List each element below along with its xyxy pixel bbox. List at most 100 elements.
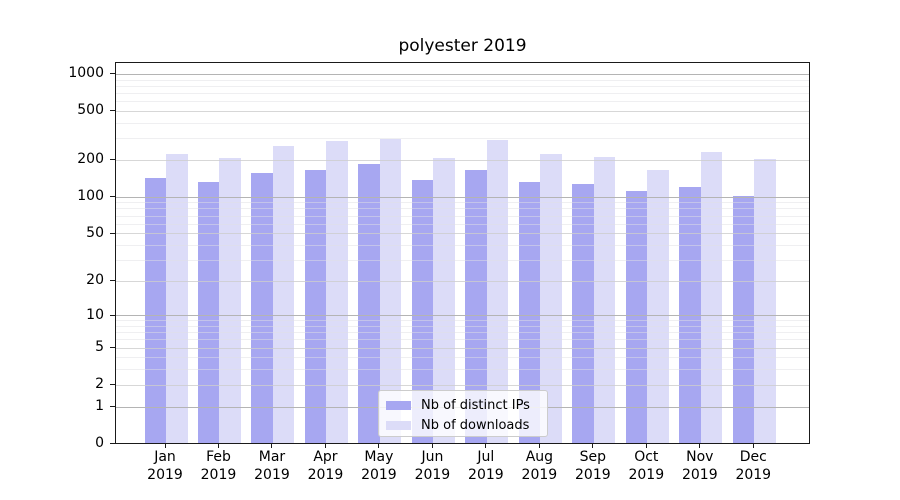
- bar-downloads-jun: [433, 158, 455, 443]
- gridline-90: [116, 202, 809, 204]
- y-tick-20: [110, 280, 115, 282]
- x-tick-nov: [699, 443, 701, 448]
- gridline-40: [116, 244, 809, 246]
- bar-distinct-ips-may: [358, 163, 380, 443]
- gridline-30: [116, 259, 809, 261]
- legend-swatch-downloads: [386, 421, 411, 430]
- y-tick-50: [110, 232, 115, 234]
- x-tick-month-oct: Oct: [634, 449, 659, 465]
- x-tick-label-jan: Jan 2019: [133, 449, 197, 484]
- x-tick-month-jun: Jun: [421, 449, 444, 465]
- legend-entry-distinct-ips: Nb of distinct IPs: [386, 397, 547, 414]
- gridline-300: [116, 138, 809, 140]
- gridline-600: [116, 101, 809, 103]
- x-tick-apr: [324, 443, 326, 448]
- x-tick-month-jan: Jan: [154, 449, 176, 465]
- y-tick-label-10: 10: [86, 306, 104, 323]
- gridline-20: [116, 280, 809, 282]
- y-tick-label-20: 20: [86, 272, 104, 289]
- bar-downloads-mar: [272, 146, 295, 443]
- plot-area: [115, 62, 810, 444]
- x-tick-label-jun: Jun 2019: [400, 449, 464, 484]
- x-tick-label-feb: Feb 2019: [186, 449, 250, 484]
- y-tick-label-1: 1: [95, 398, 104, 414]
- x-tick-year-oct: 2019: [628, 466, 665, 483]
- gridline-60: [116, 223, 809, 225]
- gridline-400: [116, 122, 809, 124]
- legend-entry-downloads: Nb of downloads: [386, 417, 547, 434]
- y-tick-label-1000: 1000: [68, 65, 104, 82]
- x-tick-year-nov: 2019: [681, 466, 718, 483]
- y-tick-label-0: 0: [95, 435, 104, 452]
- bar-distinct-ips-mar: [251, 172, 273, 443]
- bar-downloads-may: [379, 138, 402, 443]
- x-tick-label-oct: Oct 2019: [614, 449, 678, 484]
- bar-distinct-ips-aug: [518, 182, 541, 443]
- x-tick-month-jul: Jul: [477, 449, 495, 465]
- x-tick-year-jun: 2019: [414, 466, 451, 483]
- gridline-3: [116, 369, 809, 371]
- x-tick-label-aug: Aug 2019: [507, 449, 571, 484]
- x-tick-feb: [217, 443, 219, 448]
- bar-downloads-sep: [593, 156, 616, 443]
- gridline-4: [116, 357, 809, 359]
- gridline-9: [116, 320, 809, 322]
- y-tick-2: [110, 384, 115, 386]
- x-tick-jan: [164, 443, 166, 448]
- legend-label-distinct-ips: Nb of distinct IPs: [421, 398, 530, 413]
- gridline-7: [116, 332, 809, 334]
- legend-label-downloads: Nb of downloads: [421, 418, 530, 433]
- x-tick-year-apr: 2019: [307, 466, 344, 483]
- x-tick-label-may: May 2019: [347, 449, 411, 484]
- x-tick-may: [378, 443, 380, 448]
- gridline-200: [116, 159, 809, 161]
- bar-distinct-ips-apr: [304, 169, 327, 443]
- x-tick-year-jan: 2019: [147, 466, 183, 483]
- y-tick-500: [110, 110, 115, 112]
- x-tick-oct: [645, 443, 647, 448]
- x-tick-mar: [271, 443, 273, 448]
- x-tick-year-feb: 2019: [200, 466, 237, 483]
- bar-downloads-dec: [754, 159, 776, 443]
- gridline-500: [116, 110, 809, 112]
- gridline-1000: [116, 73, 809, 75]
- x-tick-label-mar: Mar 2019: [240, 449, 304, 484]
- gridline-100: [116, 196, 809, 198]
- gridline-5: [116, 347, 809, 349]
- gridline-900: [116, 79, 809, 81]
- bar-distinct-ips-jun: [411, 180, 434, 443]
- bar-downloads-jan: [166, 154, 188, 443]
- gridline-2: [116, 384, 809, 386]
- y-tick-10: [110, 314, 115, 316]
- x-tick-year-sep: 2019: [575, 466, 611, 483]
- gridline-10: [116, 315, 809, 317]
- y-tick-label-500: 500: [77, 102, 104, 119]
- x-tick-label-sep: Sep 2019: [561, 449, 625, 484]
- gridline-700: [116, 93, 809, 94]
- x-tick-month-apr: Apr: [313, 449, 338, 465]
- bar-distinct-ips-jul: [465, 170, 487, 443]
- x-tick-label-nov: Nov 2019: [668, 449, 732, 484]
- x-tick-month-sep: Sep: [579, 449, 607, 465]
- x-tick-month-feb: Feb: [206, 449, 231, 465]
- y-tick-0: [110, 443, 115, 445]
- x-tick-month-mar: Mar: [258, 449, 286, 465]
- x-tick-year-dec: 2019: [735, 466, 772, 483]
- gridline-70: [116, 215, 809, 217]
- y-tick-1: [110, 406, 115, 407]
- gridline-80: [116, 208, 809, 210]
- y-tick-1000: [110, 73, 115, 75]
- bar-distinct-ips-feb: [197, 182, 220, 443]
- x-tick-jul: [485, 443, 487, 448]
- bar-distinct-ips-jan: [144, 178, 166, 443]
- gridline-6: [116, 339, 809, 341]
- y-tick-5: [110, 347, 115, 349]
- gridline-800: [116, 85, 809, 87]
- x-tick-jun: [431, 443, 433, 448]
- y-tick-label-5: 5: [95, 339, 104, 356]
- bar-distinct-ips-dec: [732, 196, 755, 443]
- x-tick-dec: [752, 443, 754, 448]
- x-tick-label-jul: Jul 2019: [454, 449, 518, 484]
- bar-downloads-nov: [700, 151, 723, 443]
